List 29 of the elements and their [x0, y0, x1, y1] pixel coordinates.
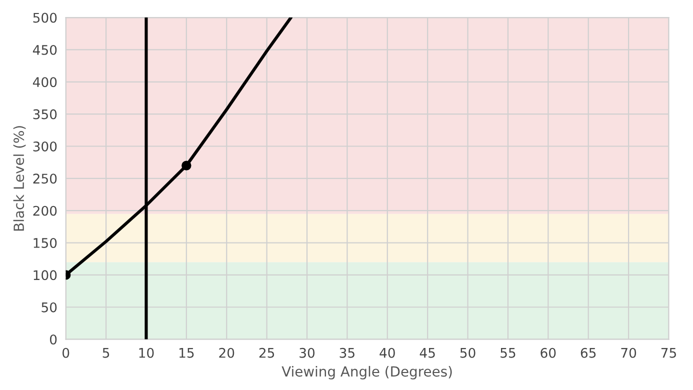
y-tick-label: 50: [42, 302, 57, 312]
x-tick-label: 25: [259, 348, 274, 358]
x-tick-label: 10: [139, 348, 154, 358]
x-axis-title: Viewing Angle (Degrees): [282, 366, 452, 380]
y-tick-label: 350: [33, 109, 57, 120]
x-tick-label: 55: [500, 348, 516, 358]
y-axis-title: Black Level (%): [13, 126, 26, 231]
x-tick-label: 5: [102, 348, 110, 358]
x-tick-label: 35: [340, 348, 354, 358]
y-tick-label: 100: [34, 270, 57, 280]
y-tick-label: 150: [34, 238, 57, 248]
x-tick-label: 45: [420, 348, 435, 358]
x-tick-label: 50: [460, 348, 476, 358]
x-tick-label: 75: [661, 348, 676, 358]
x-tick-label: 0: [62, 348, 70, 358]
y-tick-label: 250: [33, 174, 57, 184]
x-tick-label: 20: [219, 348, 234, 358]
y-tick-label: 200: [33, 206, 57, 216]
x-tick-label: 70: [621, 348, 636, 358]
x-tick-label: 60: [540, 348, 556, 358]
y-tick-label: 300: [33, 141, 57, 152]
x-tick-label: 15: [179, 348, 194, 358]
x-tick-label: 40: [380, 348, 395, 358]
y-tick-label: 0: [50, 334, 57, 344]
y-tick-label: 400: [32, 77, 57, 88]
y-tick-label: 500: [33, 12, 57, 23]
x-tick-label: 65: [580, 348, 596, 358]
x-tick-label: 30: [300, 348, 315, 358]
y-tick-label: 450: [32, 44, 57, 55]
